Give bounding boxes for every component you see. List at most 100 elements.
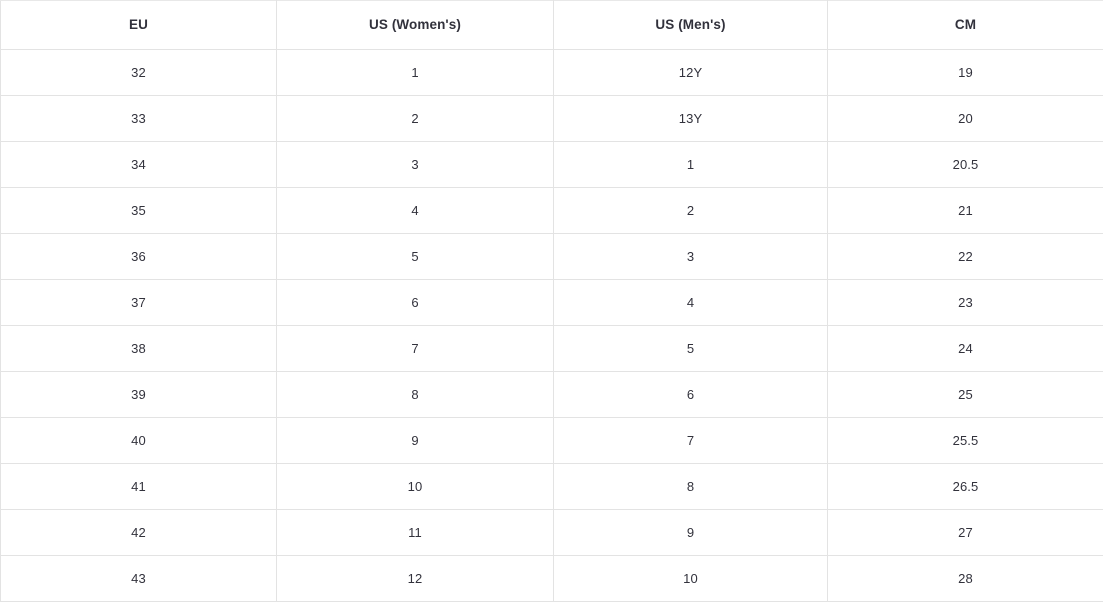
cell-eu: 34 [1,142,277,188]
cell-cm: 23 [828,280,1103,326]
column-header-women: US (Women's) [277,1,554,50]
cell-cm: 24 [828,326,1103,372]
column-header-label: CM [828,18,1103,32]
cell-cm: 20.5 [828,142,1103,188]
cell-men: 4 [554,280,828,326]
cell-value: 12 [277,572,553,585]
cell-cm: 26.5 [828,464,1103,510]
cell-women: 10 [277,464,554,510]
cell-women: 7 [277,326,554,372]
cell-value: 1 [554,158,827,171]
cell-value: 2 [277,112,553,125]
cell-men: 8 [554,464,828,510]
cell-value: 20 [828,112,1103,125]
cell-cm: 19 [828,50,1103,96]
cell-men: 7 [554,418,828,464]
cell-value: 36 [1,250,276,263]
cell-women: 8 [277,372,554,418]
cell-men: 12Y [554,50,828,96]
column-header-label: EU [1,18,276,32]
cell-value: 40 [1,434,276,447]
cell-cm: 20 [828,96,1103,142]
cell-eu: 33 [1,96,277,142]
column-header-eu: EU [1,1,277,50]
cell-value: 33 [1,112,276,125]
cell-value: 1 [277,66,553,79]
cell-value: 11 [277,526,553,539]
cell-value: 25 [828,388,1103,401]
cell-men: 3 [554,234,828,280]
cell-value: 21 [828,204,1103,217]
column-header-men: US (Men's) [554,1,828,50]
cell-value: 35 [1,204,276,217]
column-header-label: US (Men's) [554,18,827,32]
cell-eu: 32 [1,50,277,96]
cell-eu: 41 [1,464,277,510]
cell-value: 23 [828,296,1103,309]
cell-value: 12Y [554,66,827,79]
cell-men: 10 [554,556,828,602]
cell-value: 39 [1,388,276,401]
cell-men: 6 [554,372,828,418]
cell-women: 5 [277,234,554,280]
cell-women: 1 [277,50,554,96]
cell-men: 13Y [554,96,828,142]
cell-women: 3 [277,142,554,188]
cell-value: 7 [277,342,553,355]
cell-value: 6 [554,388,827,401]
cell-value: 27 [828,526,1103,539]
cell-value: 8 [277,388,553,401]
cell-value: 3 [277,158,553,171]
cell-eu: 35 [1,188,277,234]
cell-value: 22 [828,250,1103,263]
cell-eu: 39 [1,372,277,418]
cell-eu: 38 [1,326,277,372]
cell-value: 26.5 [828,480,1103,493]
cell-value: 5 [277,250,553,263]
cell-value: 41 [1,480,276,493]
cell-cm: 22 [828,234,1103,280]
cell-value: 13Y [554,112,827,125]
cell-cm: 25 [828,372,1103,418]
cell-women: 2 [277,96,554,142]
cell-men: 5 [554,326,828,372]
cell-women: 11 [277,510,554,556]
column-header-label: US (Women's) [277,18,553,32]
cell-value: 8 [554,480,827,493]
cell-eu: 43 [1,556,277,602]
cell-value: 5 [554,342,827,355]
cell-men: 1 [554,142,828,188]
cell-value: 25.5 [828,434,1103,447]
cell-value: 28 [828,572,1103,585]
cell-eu: 36 [1,234,277,280]
cell-men: 9 [554,510,828,556]
cell-value: 4 [277,204,553,217]
cell-cm: 27 [828,510,1103,556]
cell-eu: 40 [1,418,277,464]
cell-value: 7 [554,434,827,447]
cell-eu: 42 [1,510,277,556]
cell-women: 9 [277,418,554,464]
cell-value: 34 [1,158,276,171]
cell-value: 10 [554,572,827,585]
cell-value: 4 [554,296,827,309]
cell-cm: 28 [828,556,1103,602]
cell-women: 12 [277,556,554,602]
cell-value: 43 [1,572,276,585]
cell-value: 10 [277,480,553,493]
cell-cm: 25.5 [828,418,1103,464]
